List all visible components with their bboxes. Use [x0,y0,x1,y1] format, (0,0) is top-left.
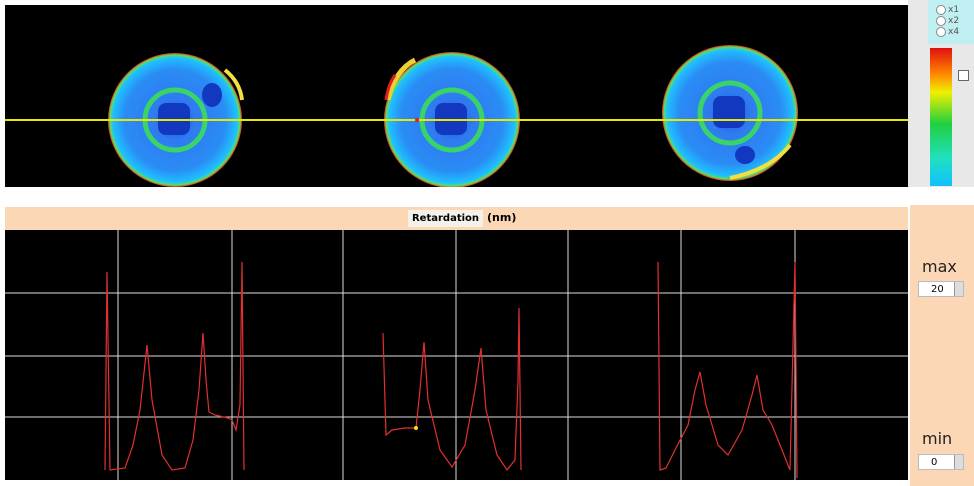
zoom-option[interactable]: x1 [936,4,974,15]
zoom-label: x2 [948,15,960,26]
max-input[interactable]: 20 [918,281,964,297]
grid [5,230,908,480]
graph-header: Retardation (nm) [5,207,908,230]
zoom-option[interactable]: x2 [936,15,974,26]
graph-unit: (nm) [487,211,517,224]
checkbox[interactable] [958,70,969,81]
color-scale [930,48,952,186]
max-value: 20 [931,283,944,295]
zoom-option[interactable]: x4 [936,26,974,37]
lens-image [662,45,798,181]
range-panel: max 20 min 0 [910,205,974,486]
min-label: min [922,429,953,448]
zoom-group: x1 x2 x4 [928,0,974,44]
zoom-label: x4 [948,26,960,37]
graph-title[interactable]: Retardation [408,210,483,227]
min-input[interactable]: 0 [918,454,964,470]
profile-trace [104,261,798,479]
image-view [5,5,908,187]
profile-plot [5,230,908,480]
min-value: 0 [931,456,938,468]
zoom-label: x1 [948,4,960,15]
max-label: max [922,257,957,276]
